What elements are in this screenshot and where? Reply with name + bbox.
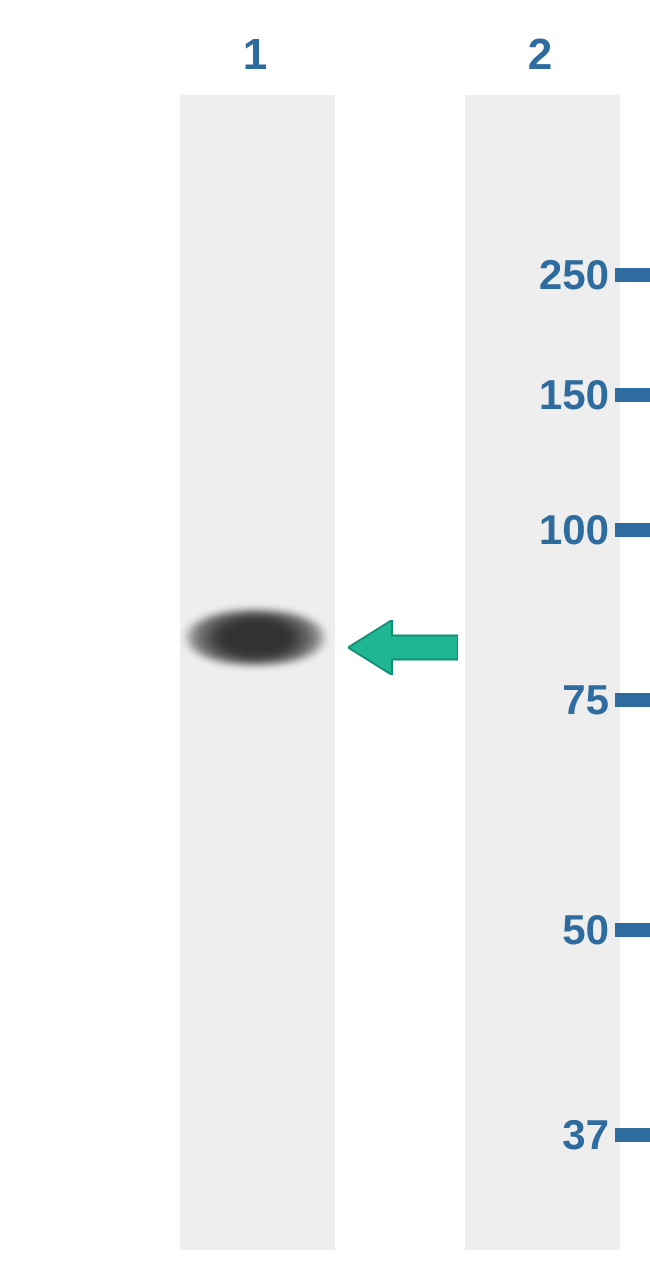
mw-marker-label: 50: [500, 906, 615, 954]
mw-marker-50: 50: [475, 909, 650, 951]
mw-marker-tick: [615, 1128, 650, 1142]
lane-header-2: 2: [510, 30, 570, 80]
lane-1: [180, 95, 335, 1250]
protein-band: [186, 610, 325, 665]
lane-header-1: 1: [225, 30, 285, 80]
mw-marker-label: 150: [500, 371, 615, 419]
mw-marker-250: 250: [475, 254, 650, 296]
mw-marker-150: 150: [475, 374, 650, 416]
mw-marker-100: 100: [475, 509, 650, 551]
mw-marker-label: 100: [500, 506, 615, 554]
band-indicator-arrow-icon: [348, 620, 458, 675]
mw-marker-tick: [615, 923, 650, 937]
mw-marker-label: 250: [500, 251, 615, 299]
mw-marker-tick: [615, 268, 650, 282]
mw-marker-37: 37: [475, 1114, 650, 1156]
western-blot-figure: 1 2 250 150 100 75 50 37: [0, 0, 650, 1270]
mw-marker-tick: [615, 388, 650, 402]
mw-marker-75: 75: [475, 679, 650, 721]
mw-marker-tick: [615, 693, 650, 707]
mw-marker-tick: [615, 523, 650, 537]
mw-marker-label: 37: [500, 1111, 615, 1159]
mw-marker-label: 75: [500, 676, 615, 724]
